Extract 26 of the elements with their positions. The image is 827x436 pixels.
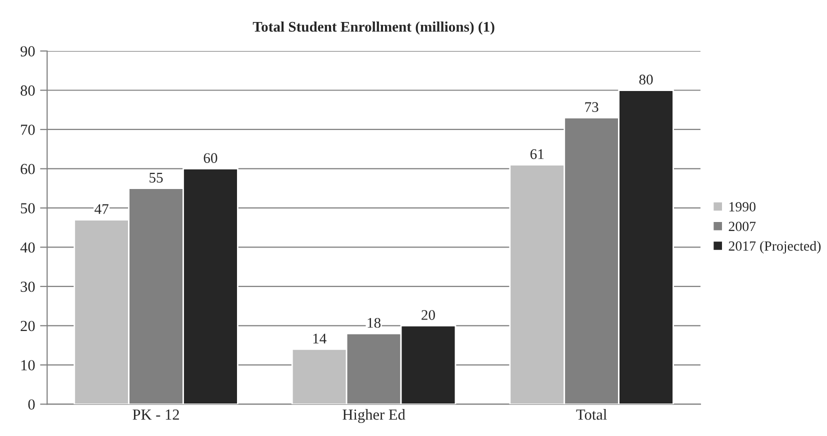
- data-label: 73: [585, 102, 598, 112]
- chart-title: Total Student Enrollment (millions) (1): [252, 21, 494, 35]
- data-label: 55: [150, 172, 163, 183]
- y-tick-label: 40: [20, 242, 35, 253]
- y-tick-label: 30: [20, 282, 35, 292]
- data-label: 60: [204, 153, 218, 163]
- y-tick-label: 10: [21, 360, 35, 370]
- legend-label: 2017 (Projected): [728, 240, 821, 254]
- y-tick-label: 80: [20, 85, 35, 96]
- y-tick-label: 0: [28, 399, 35, 410]
- data-label: 47: [94, 204, 108, 214]
- legend-label: 2007: [728, 222, 756, 232]
- data-label: 20: [422, 310, 435, 320]
- data-label: 61: [530, 149, 544, 160]
- data-label: 80: [639, 74, 653, 85]
- y-tick-label: 90: [20, 46, 35, 56]
- y-tick-label: 60: [20, 164, 35, 174]
- x-tick-label: PK - 12: [132, 410, 179, 420]
- data-label: 18: [368, 318, 381, 328]
- x-tick-label: Higher Ed: [342, 409, 406, 423]
- data-label: 14: [313, 334, 326, 344]
- legend-label: 1990: [729, 202, 756, 212]
- y-tick-label: 70: [21, 124, 35, 135]
- y-tick-label: 50: [20, 203, 35, 214]
- x-tick-label: Total: [576, 409, 607, 420]
- y-tick-label: 20: [20, 320, 35, 332]
